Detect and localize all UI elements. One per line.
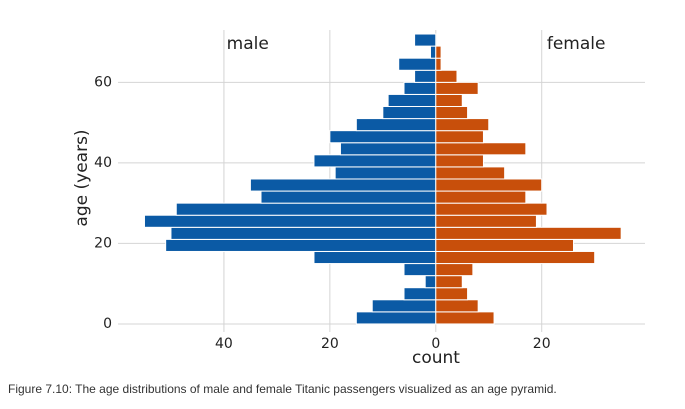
bar — [165, 238, 437, 252]
x-tick-label: 20 — [321, 336, 339, 352]
bar — [435, 178, 543, 192]
bar — [435, 250, 596, 265]
bar — [355, 118, 437, 132]
series-label: female — [547, 34, 606, 54]
bar — [143, 214, 437, 228]
bar — [403, 81, 437, 95]
series-label: male — [227, 34, 269, 54]
x-tick-label: 40 — [215, 336, 233, 352]
x-tick-label: 20 — [533, 336, 551, 352]
bar — [435, 118, 490, 132]
bar — [170, 226, 437, 240]
y-tick-label: 20 — [94, 235, 112, 251]
bar — [429, 45, 437, 59]
bar — [435, 214, 537, 228]
x-tick-label: 0 — [431, 336, 440, 352]
bar — [260, 190, 437, 204]
bar — [435, 93, 463, 108]
bar — [435, 311, 495, 325]
bar — [355, 311, 437, 325]
bar — [398, 57, 437, 71]
bar — [371, 299, 437, 313]
bar — [435, 81, 479, 95]
bar — [435, 69, 458, 83]
x-axis-label: count — [412, 348, 460, 368]
bar — [414, 69, 437, 83]
bar — [403, 263, 437, 277]
y-axis-label: age (years) — [72, 129, 92, 226]
bar — [387, 93, 437, 108]
y-tick-label: 0 — [103, 316, 112, 332]
bar — [313, 250, 437, 265]
bar — [175, 202, 437, 216]
bar — [339, 142, 437, 156]
bar — [249, 178, 437, 192]
y-tick-label: 60 — [94, 74, 112, 90]
bar — [382, 106, 437, 120]
bar — [435, 154, 484, 168]
bar — [435, 166, 506, 180]
caption: Figure 7.10: The age distributions of ma… — [8, 382, 557, 396]
bar — [435, 263, 474, 277]
bar — [414, 33, 437, 47]
bar — [435, 238, 574, 252]
bar — [435, 275, 463, 289]
bar — [435, 130, 484, 144]
bar — [424, 275, 437, 289]
bar — [435, 226, 622, 240]
bar — [435, 106, 469, 120]
bar — [435, 287, 469, 301]
bar — [435, 190, 527, 204]
bar — [435, 142, 527, 156]
bar — [435, 57, 442, 71]
bar — [313, 154, 437, 168]
bar — [329, 130, 437, 144]
y-tick-label: 40 — [94, 155, 112, 171]
bar — [435, 45, 442, 59]
bar — [435, 299, 479, 313]
bar — [334, 166, 437, 180]
bar — [403, 287, 437, 301]
bar — [435, 202, 548, 216]
